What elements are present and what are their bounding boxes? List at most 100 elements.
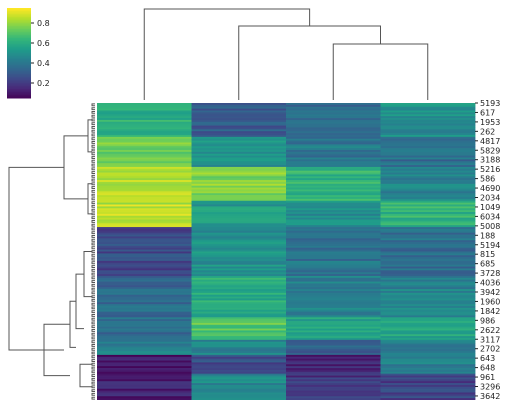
heatmap-cell	[286, 195, 381, 198]
heatmap-cell	[191, 223, 287, 226]
heatmap-cell	[191, 313, 287, 316]
heatmap-cell	[97, 330, 192, 333]
heatmap-cell	[97, 119, 192, 123]
heatmap-cell	[380, 172, 476, 175]
heatmap-cell	[380, 381, 476, 384]
heatmap-cell	[380, 206, 476, 209]
heatmap-cells	[97, 103, 476, 400]
heatmap-cell	[97, 373, 192, 376]
heatmap-cell	[286, 129, 381, 132]
heatmap-cell	[380, 394, 476, 397]
heatmap-cell	[191, 309, 287, 313]
heatmap-cell	[380, 166, 476, 170]
heatmap-cell	[97, 134, 192, 138]
heatmap-cell	[191, 204, 287, 207]
heatmap-cell	[191, 388, 287, 391]
colorbar-swatch	[7, 96, 31, 99]
heatmap-cell	[97, 110, 192, 113]
heatmap-cell	[286, 181, 381, 185]
heatmap-cell	[380, 345, 476, 348]
dendrogram-link	[91, 223, 95, 227]
heatmap-cell	[380, 123, 476, 126]
heatmap-cell	[191, 243, 287, 247]
heatmap-cell	[380, 356, 476, 360]
heatmap-cell	[286, 133, 381, 136]
colorbar-swatch	[7, 45, 31, 48]
heatmap-cell	[191, 268, 287, 271]
heatmap-cell	[97, 153, 192, 157]
heatmap-cell	[380, 332, 476, 335]
heatmap-cell	[191, 354, 287, 358]
heatmap-cell	[191, 119, 287, 123]
heatmap-cell	[97, 195, 192, 198]
heatmap-cell	[286, 290, 381, 294]
row-label: 5216	[480, 165, 500, 174]
dendrogram-link	[91, 186, 95, 189]
row-label: 3117	[480, 335, 500, 344]
heatmap-cell	[191, 104, 287, 108]
heatmap-cell	[97, 210, 192, 213]
dendrogram-link	[69, 300, 76, 348]
heatmap-cell	[286, 232, 381, 235]
heatmap-cell	[286, 215, 381, 219]
heatmap-cell	[286, 131, 381, 134]
heatmap-cell	[191, 225, 287, 228]
heatmap-cell	[97, 307, 192, 311]
heatmap-cell	[191, 386, 287, 390]
heatmap-cell	[97, 112, 192, 115]
heatmap-cell	[191, 349, 287, 352]
heatmap-cell	[191, 262, 287, 266]
dendrogram-link	[91, 159, 95, 163]
heatmap-cell	[380, 368, 476, 371]
heatmap-cell	[286, 108, 381, 111]
row-label: 643	[480, 354, 495, 363]
colorbar-swatch	[7, 14, 31, 16]
heatmap-cell	[191, 257, 287, 260]
heatmap-cell	[380, 215, 476, 219]
heatmap-cell	[191, 304, 287, 307]
heatmap-cell	[191, 300, 287, 303]
heatmap-cell	[286, 294, 381, 298]
heatmap-cell	[97, 390, 192, 393]
heatmap-cell	[380, 242, 476, 245]
heatmap-cell	[97, 234, 192, 237]
heatmap-cell	[286, 251, 381, 254]
heatmap-cell	[286, 268, 381, 271]
heatmap-cell	[191, 351, 287, 354]
heatmap-cell	[191, 165, 287, 168]
heatmap-cell	[191, 232, 287, 235]
heatmap-cell	[380, 264, 476, 267]
heatmap-cell	[286, 210, 381, 213]
heatmap-cell	[380, 181, 476, 185]
heatmap-cell	[97, 142, 192, 145]
heatmap-cell	[286, 153, 381, 157]
dendrogram-link	[91, 246, 95, 250]
heatmap-cell	[191, 377, 287, 380]
heatmap-cell	[97, 208, 192, 211]
heatmap-cell	[97, 296, 192, 299]
heatmap-cell	[380, 285, 476, 288]
heatmap-cell	[286, 396, 381, 399]
heatmap-cell	[286, 249, 381, 252]
heatmap-cell	[380, 217, 476, 220]
heatmap-cell	[97, 302, 192, 305]
heatmap-cell	[191, 217, 287, 220]
heatmap-cell	[97, 245, 192, 249]
colorbar-swatch	[7, 32, 31, 34]
colorbar-swatch	[7, 65, 31, 67]
dendrogram-link	[91, 325, 95, 329]
dendrogram-link	[91, 253, 95, 257]
heatmap-cell	[97, 358, 192, 361]
heatmap-cell	[286, 217, 381, 220]
heatmap-cell	[286, 300, 381, 303]
colorbar-swatch	[7, 62, 31, 64]
heatmap-cell	[380, 208, 476, 211]
heatmap-cell	[191, 206, 287, 209]
heatmap-cell	[191, 238, 287, 241]
heatmap-cell	[191, 116, 287, 119]
heatmap-cell	[286, 326, 381, 329]
row-label: 5008	[480, 222, 500, 231]
heatmap-cell	[191, 251, 287, 254]
heatmap-cell	[97, 368, 192, 371]
colorbar-swatch	[7, 39, 31, 42]
